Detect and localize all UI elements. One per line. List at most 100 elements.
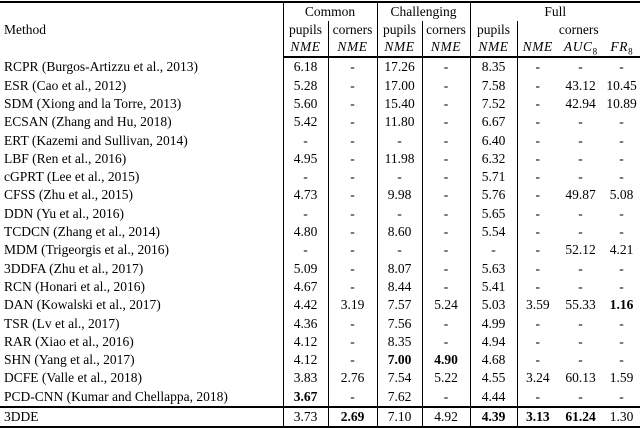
metric-auc8: AUC8 — [558, 38, 604, 58]
value-cell: 6.32 — [469, 149, 518, 168]
value-cell: - — [421, 240, 471, 260]
value-cell: 5.63 — [469, 259, 518, 278]
value-cell: - — [516, 186, 559, 205]
value-cell: 6.40 — [469, 131, 518, 150]
value-cell: 1.16 — [609, 297, 634, 313]
value-cell: 17.00 — [376, 76, 423, 95]
nme-label: NME — [478, 39, 509, 55]
value-cell: - — [327, 57, 378, 77]
value-cell: - — [578, 169, 583, 185]
value-cell: - — [578, 333, 583, 349]
value-cell: 5.41 — [469, 277, 518, 296]
value-cell: 2.76 — [327, 369, 378, 388]
method-cell: TSR (Lv et al., 2017) — [4, 315, 120, 331]
value-cell: 5.22 — [421, 369, 471, 388]
value-cell: - — [516, 57, 559, 77]
table-row: ERT (Kazemi and Sullivan, 2014) - - - - … — [0, 131, 640, 150]
value-cell: 9.98 — [376, 186, 423, 205]
value-cell: 7.62 — [376, 387, 423, 407]
value-cell: - — [578, 114, 583, 130]
table-row: LBF (Ren et al., 2016) 4.95 - 11.98 - 6.… — [0, 149, 640, 168]
column-header-method: Method — [4, 22, 46, 38]
value-cell: - — [421, 167, 471, 187]
metric-fr8: FR8 — [603, 38, 640, 58]
value-cell: 5.28 — [282, 76, 328, 95]
value-cell: - — [376, 204, 423, 223]
value-cell: - — [327, 167, 378, 187]
table-body: RCPR (Burgos-Artizzu et al., 2013) 6.18 … — [0, 57, 640, 427]
column-header-challenging-pupils: pupils — [376, 20, 423, 38]
value-cell: 4.94 — [469, 332, 518, 351]
header-group-row: Method Common Challenging Full — [0, 2, 640, 37]
value-cell: 5.76 — [469, 186, 518, 205]
value-cell: - — [327, 387, 378, 407]
value-cell: - — [619, 333, 624, 349]
value-cell: - — [327, 277, 378, 296]
value-cell: - — [619, 260, 624, 276]
value-cell: 3.24 — [516, 369, 559, 388]
value-cell: 5.42 — [282, 112, 328, 132]
value-cell: - — [578, 205, 583, 221]
value-cell: - — [421, 222, 471, 241]
value-cell: 1.59 — [609, 370, 634, 386]
table-row: RCPR (Burgos-Artizzu et al., 2013) 6.18 … — [0, 57, 640, 77]
value-cell: 3.67 — [282, 387, 328, 407]
value-cell: - — [282, 240, 328, 260]
value-cell: 3.59 — [516, 295, 559, 315]
column-header-common-pupils: pupils — [282, 20, 328, 38]
value-cell: - — [619, 132, 624, 148]
table-row: RAR (Xiao et al., 2016) 4.12 - 8.35 - 4.… — [0, 332, 640, 351]
value-cell: - — [327, 332, 378, 351]
value-cell: - — [578, 315, 583, 331]
value-cell: - — [619, 114, 624, 130]
method-cell: 3DDFA (Zhu et al., 2017) — [4, 260, 144, 276]
value-cell: 7.57 — [376, 295, 423, 315]
value-cell: - — [282, 204, 328, 223]
value-cell: - — [376, 131, 423, 150]
value-cell: 11.98 — [376, 149, 423, 168]
value-cell: - — [327, 149, 378, 168]
value-cell: - — [619, 352, 624, 368]
value-cell: 3.13 — [516, 405, 559, 427]
value-cell: - — [327, 112, 378, 132]
header-metric-row: NME NME NME NME NME NME AUC8 FR8 — [0, 38, 640, 58]
value-cell: 8.44 — [376, 277, 423, 296]
value-cell: - — [327, 240, 378, 260]
value-cell: - — [516, 222, 559, 241]
value-cell: - — [516, 240, 559, 260]
column-header-common-corners: corners — [327, 20, 378, 38]
value-cell: - — [421, 57, 471, 77]
value-cell: - — [421, 387, 471, 407]
value-cell: - — [376, 167, 423, 187]
value-cell: 4.73 — [282, 186, 328, 205]
value-cell: - — [619, 205, 624, 221]
table-row: SDM (Xiong and la Torre, 2013) 5.60 - 15… — [0, 94, 640, 113]
table-row: 3DDFA (Zhu et al., 2017) 5.09 - 8.07 - 5… — [0, 259, 640, 278]
value-cell: - — [376, 240, 423, 260]
value-cell: 4.12 — [282, 350, 328, 370]
method-cell: 3DDE — [0, 405, 283, 427]
column-header-challenging-corners: corners — [421, 20, 471, 38]
method-cell: RCN (Honari et al., 2016) — [4, 278, 145, 294]
value-cell: - — [282, 131, 328, 150]
value-cell: - — [327, 314, 378, 333]
value-cell: - — [282, 167, 328, 187]
column-header-full-corners: corners — [516, 20, 640, 38]
method-cell: ECSAN (Zhang and Hu, 2018) — [4, 114, 172, 130]
value-cell: - — [421, 186, 471, 205]
value-cell: 5.03 — [469, 295, 518, 315]
value-cell: - — [516, 167, 559, 187]
column-group-full: Full — [469, 2, 640, 21]
value-cell: 42.94 — [565, 95, 596, 111]
value-cell: - — [578, 150, 583, 166]
metric-nme-common-pupils: NME — [282, 38, 328, 58]
value-cell: 5.24 — [421, 295, 471, 315]
nme-label: NME — [384, 39, 415, 55]
value-cell: 61.24 — [558, 405, 604, 427]
value-cell: 4.12 — [282, 332, 328, 351]
value-cell: - — [327, 204, 378, 223]
value-cell: - — [327, 131, 378, 150]
value-cell: - — [516, 131, 559, 150]
value-cell: - — [516, 387, 559, 407]
column-group-challenging: Challenging — [376, 2, 471, 21]
